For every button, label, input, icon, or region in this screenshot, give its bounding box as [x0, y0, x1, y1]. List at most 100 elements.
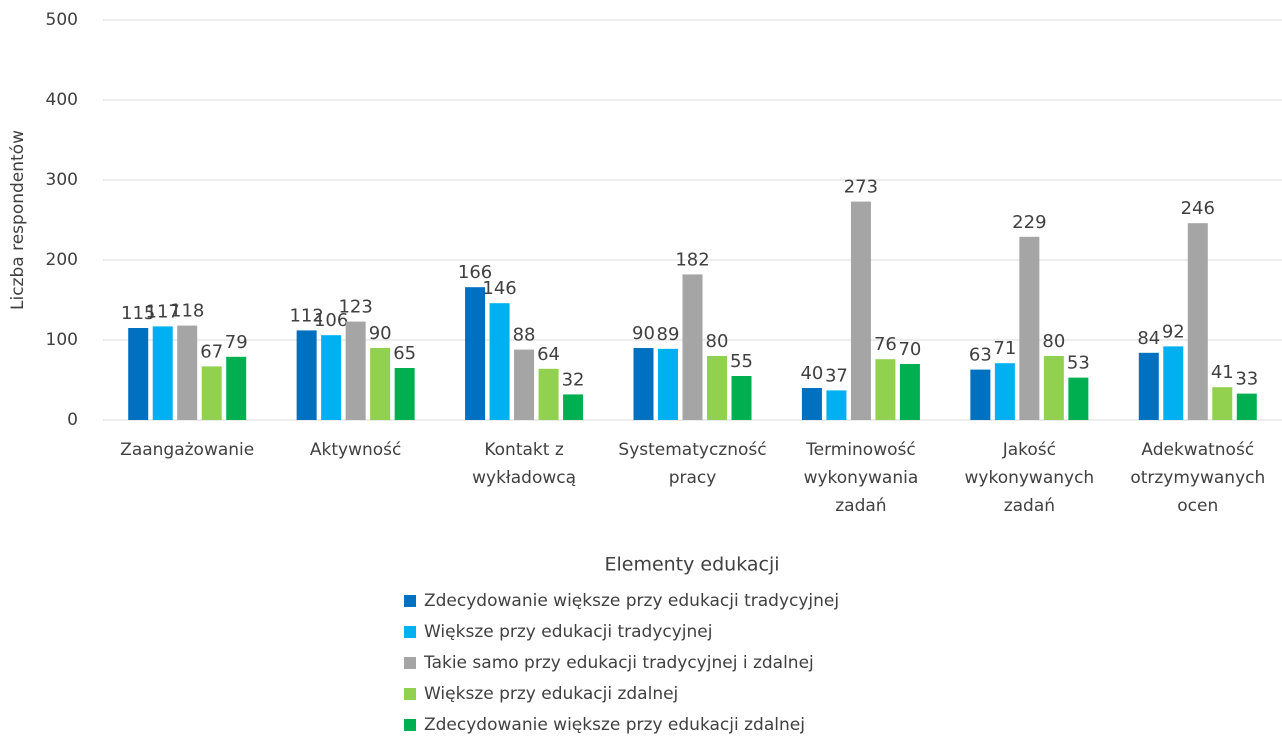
bar [563, 394, 584, 420]
value-label: 273 [844, 177, 878, 198]
legend-swatch [404, 626, 416, 638]
x-tick-label: Systematyczność [618, 440, 766, 460]
bar [465, 287, 486, 420]
bar [489, 303, 510, 420]
bar [128, 328, 149, 420]
legend-label: Większe przy edukacji zdalnej [424, 684, 678, 704]
value-label: 67 [200, 341, 223, 362]
bar [1043, 356, 1064, 420]
legend-swatch [404, 595, 416, 607]
y-tick-label: 500 [46, 10, 78, 30]
bar [1187, 223, 1208, 420]
bar [731, 376, 752, 420]
bar [1138, 352, 1159, 420]
legend-label: Takie samo przy edukacji tradycyjnej i z… [423, 653, 814, 673]
bar [707, 356, 727, 420]
value-label: 117 [146, 301, 180, 322]
value-label: 229 [1012, 212, 1046, 233]
legend-label: Zdecydowanie większe przy edukacji trady… [424, 591, 839, 611]
bar [682, 274, 703, 420]
legend-label: Zdecydowanie większe przy edukacji zdaln… [424, 715, 805, 735]
bar [177, 325, 198, 420]
bar [1236, 393, 1257, 420]
value-label: 90 [369, 323, 392, 344]
value-label: 70 [898, 339, 921, 360]
legend-swatch [404, 657, 416, 669]
value-label: 79 [225, 332, 248, 353]
value-label: 33 [1235, 369, 1258, 390]
legend-swatch [404, 688, 416, 700]
x-tick-label: Aktywność [310, 440, 401, 460]
value-label: 41 [1211, 362, 1234, 383]
value-label: 112 [289, 305, 323, 326]
x-tick-label: pracy [669, 468, 717, 488]
bar [370, 348, 391, 420]
x-tick-label: zadań [835, 496, 886, 516]
x-axis-label: Elementy edukacji [604, 554, 779, 576]
value-label: 63 [969, 345, 992, 366]
value-label: 89 [657, 324, 680, 345]
legend-label: Większe przy edukacji tradycyjnej [424, 622, 712, 642]
value-label: 55 [730, 351, 753, 372]
value-label: 182 [675, 249, 709, 270]
bar [875, 359, 896, 420]
value-label: 246 [1181, 198, 1215, 219]
x-tick-label: Terminowość [805, 440, 916, 460]
bar [994, 363, 1015, 420]
x-tick-label: Zaangażowanie [120, 440, 254, 460]
x-tick-label: Kontakt z [484, 440, 563, 460]
value-label: 71 [993, 338, 1016, 359]
bar [152, 326, 173, 420]
value-label: 80 [706, 331, 729, 352]
x-tick-label: wykonywania [804, 468, 919, 488]
bar [658, 348, 678, 420]
bar [1068, 377, 1089, 420]
x-tick-label: otrzymywanych [1130, 468, 1265, 488]
y-tick-label: 100 [46, 330, 78, 350]
bar [633, 348, 654, 420]
value-label: 88 [513, 325, 536, 346]
value-label: 146 [482, 278, 516, 299]
value-label: 64 [537, 344, 560, 365]
bar [226, 356, 247, 420]
value-label: 166 [458, 262, 492, 283]
value-label: 80 [1042, 331, 1065, 352]
x-tick-label: wykładowcą [472, 468, 576, 488]
value-label: 37 [825, 365, 848, 386]
value-label: 106 [314, 310, 348, 331]
value-label: 90 [632, 323, 655, 344]
value-label: 92 [1162, 321, 1185, 342]
bar [1163, 346, 1184, 420]
bar [514, 349, 535, 420]
bar [899, 364, 920, 420]
value-label: 84 [1137, 328, 1160, 349]
y-tick-label: 400 [46, 90, 78, 110]
bar [826, 390, 847, 420]
y-tick-label: 300 [46, 170, 78, 190]
bar [970, 369, 991, 420]
value-label: 65 [393, 343, 416, 364]
bar [201, 366, 222, 420]
value-label: 118 [170, 301, 204, 322]
value-label: 32 [562, 369, 585, 390]
y-tick-label: 200 [46, 250, 78, 270]
value-label: 53 [1067, 353, 1090, 374]
bar [801, 388, 822, 420]
value-label: 115 [121, 303, 155, 324]
value-label: 123 [338, 297, 372, 318]
bar [1212, 387, 1233, 420]
bar [394, 368, 415, 420]
x-tick-label: Jakość [1002, 440, 1056, 460]
bar [345, 321, 366, 420]
x-tick-label: Adekwatność [1141, 440, 1254, 460]
bar [296, 330, 317, 420]
bar [321, 335, 342, 420]
y-tick-label: 0 [67, 410, 78, 430]
x-tick-label: ocen [1177, 496, 1218, 516]
x-tick-label: zadań [1004, 496, 1055, 516]
bar [1019, 236, 1040, 420]
value-label: 40 [800, 363, 823, 384]
value-label: 76 [874, 334, 897, 355]
bar [538, 368, 559, 420]
